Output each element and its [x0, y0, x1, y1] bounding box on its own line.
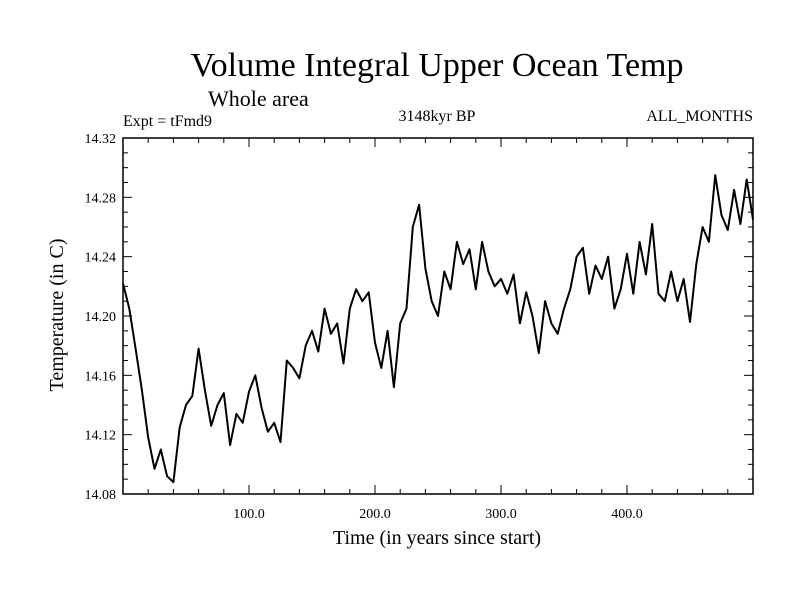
x-axis-label: Time (in years since start)	[333, 527, 541, 549]
period-label: 3148kyr BP	[399, 108, 476, 125]
axis-tick-labels: 14.08 14.12 14.16 14.20 14.24 14.28 14.32 100.0…	[85, 132, 643, 522]
plot-frame	[122, 137, 754, 495]
months-label: ALL_MONTHS	[646, 108, 753, 125]
y-tick-label: 14.32	[85, 132, 117, 147]
x-tick-label: 300.0	[485, 507, 517, 522]
y-tick-label: 14.28	[85, 191, 117, 206]
chart-title: Volume Integral Upper Ocean Temp	[191, 47, 684, 84]
chart-subtitle: Whole area	[208, 86, 309, 111]
y-tick-label: 14.12	[85, 429, 117, 444]
series-line	[122, 174, 754, 484]
y-tick-label: 14.24	[85, 251, 117, 266]
x-tick-label: 400.0	[611, 507, 643, 522]
y-axis-label: Temperature (in C)	[46, 239, 68, 392]
expt-label: Expt = tFmd9	[123, 113, 212, 130]
y-tick-label: 14.20	[85, 310, 117, 325]
x-tick-label: 200.0	[359, 507, 391, 522]
y-tick-label: 14.08	[85, 488, 117, 503]
axis-ticks	[123, 137, 753, 495]
y-tick-label: 14.16	[85, 369, 117, 384]
x-tick-label: 100.0	[233, 507, 265, 522]
